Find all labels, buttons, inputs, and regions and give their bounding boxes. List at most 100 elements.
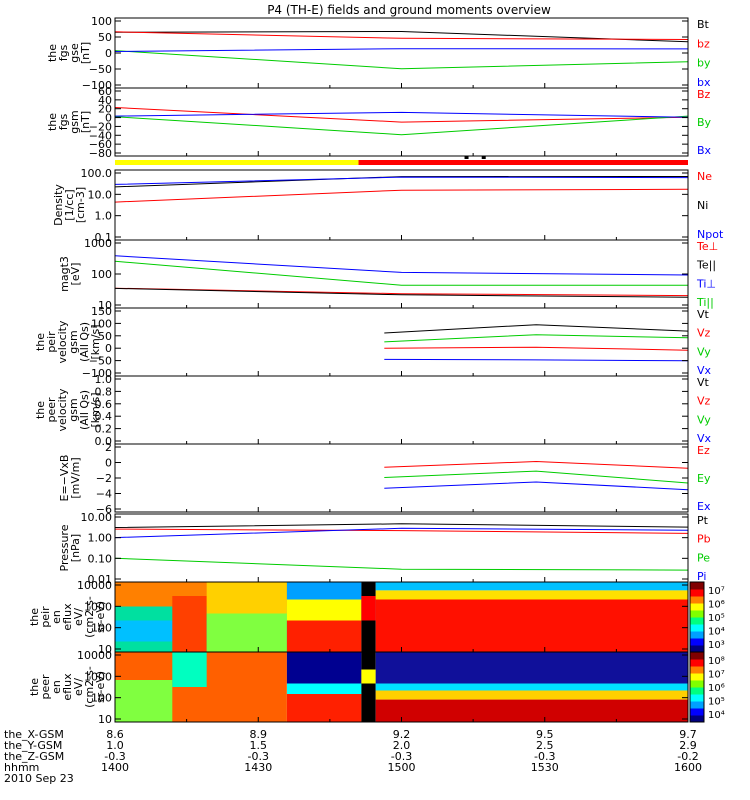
y-tick-label: 10.00 — [81, 511, 113, 524]
y-axis-label-line: gsm — [67, 398, 80, 421]
colorbar-segment — [690, 624, 704, 632]
y-axis-label-line: en — [50, 610, 63, 624]
y-axis-label-line: [1/cc] — [63, 189, 76, 220]
y-tick-label: 50 — [98, 330, 112, 343]
y-axis-label-line: (All Qs) — [78, 390, 91, 430]
y-tick-label: −50 — [89, 63, 112, 76]
y-axis-label-line: peir — [45, 331, 58, 353]
y-axis-label-line: peer — [39, 674, 52, 700]
colorbar-label: 10⁴ — [708, 627, 725, 638]
series-vt — [384, 324, 689, 334]
ephemeris-value: 1400 — [101, 761, 129, 774]
colorbar-label: 10⁶ — [708, 683, 725, 694]
status-mark — [481, 156, 486, 159]
series-vx — [384, 358, 689, 362]
legend-entry: Vz — [697, 327, 711, 340]
y-tick-label: −6 — [96, 503, 112, 516]
colorbar-segment — [690, 659, 704, 667]
ephemeris-value: 2.9 — [679, 739, 697, 752]
spectrogram-cell — [375, 652, 688, 684]
series-ti-perp — [114, 255, 689, 276]
y-tick-label: 10 — [98, 643, 112, 656]
y-axis-label-line: eflux — [61, 673, 74, 701]
legend-entry: Vt — [697, 376, 710, 389]
y-tick-label: −40 — [89, 129, 112, 142]
y-tick-label: −60 — [89, 138, 112, 151]
panel-peer_vel: 1.00.80.60.40.20.0 thepeervelocitygsm(All… — [34, 373, 712, 448]
y-axis-label-line: the — [34, 401, 47, 419]
spectrogram-cell — [286, 652, 362, 684]
y-axis-label-line: gse — [68, 43, 81, 63]
legend-entry: Ti|| — [696, 296, 714, 309]
colorbar-segment — [690, 680, 704, 688]
legend-entry: Vx — [697, 432, 712, 445]
y-tick-label: 2 — [105, 441, 112, 454]
y-tick-label: 100 — [91, 15, 112, 28]
y-axis-label-line: sr-eV) — [94, 671, 107, 703]
spectrogram-cell — [361, 669, 376, 684]
spectrogram-cell — [286, 694, 362, 722]
legend-entry: Bt — [697, 18, 710, 31]
legend-entry: Vy — [697, 345, 711, 358]
y-axis-label-line: [km/s] — [89, 392, 102, 427]
ephemeris-value: 1.0 — [106, 739, 124, 752]
ephemeris-value: -0.3 — [248, 750, 269, 763]
y-axis-label-line: the — [46, 113, 59, 131]
y-tick-label: 60 — [98, 85, 112, 98]
ephemeris-row-label: the_Z-GSM — [4, 750, 64, 763]
series-ni — [114, 176, 689, 188]
y-axis-label-line: [mV/m] — [69, 457, 82, 498]
y-tick-label: 0 — [105, 342, 112, 355]
colorbar-segment — [690, 687, 704, 695]
status-mark — [464, 156, 469, 159]
ephemeris-value: 2.5 — [536, 739, 554, 752]
y-axis-label: Pressure[nPa] — [58, 524, 82, 571]
y-axis-label-line: magt3 — [58, 256, 71, 292]
legend-entry: Npot — [697, 228, 724, 241]
legend-entry: Vz — [697, 395, 711, 408]
y-tick-label: 10 — [98, 713, 112, 726]
y-tick-label: −100 — [82, 367, 112, 380]
y-axis-label-line: fgs — [57, 44, 70, 61]
panel-frame — [114, 17, 689, 89]
series-bz — [114, 31, 689, 40]
spectrogram-cell — [375, 699, 688, 722]
legend-entry: Vx — [697, 364, 712, 377]
y-axis-label-line: en — [50, 680, 63, 694]
ephemeris-row-label: hhmm — [4, 761, 39, 774]
ephemeris-value: -0.3 — [391, 750, 412, 763]
legend-entry: Ez — [697, 444, 710, 457]
colorbar-segment — [690, 673, 704, 681]
y-tick-label: 0.8 — [95, 385, 113, 398]
legend-entry: Pe — [697, 551, 710, 564]
colorbar-segment — [690, 701, 704, 709]
series-ex — [384, 481, 689, 491]
y-axis-label-line: eV/ — [72, 608, 85, 626]
y-tick-label: 1000 — [84, 670, 112, 683]
ephemeris-value: 1500 — [388, 761, 416, 774]
colorbar-segment — [690, 694, 704, 702]
series-bx-gsm — [114, 111, 689, 118]
series-bx — [114, 48, 689, 52]
colorbar-segment — [690, 589, 704, 597]
colorbar-label: 10⁷ — [708, 670, 725, 681]
y-axis-label-line: [km/s] — [89, 324, 102, 359]
y-tick-label: 0.01 — [88, 573, 113, 586]
y-tick-label: 1000 — [84, 600, 112, 613]
y-axis-label: thepeerenefluxeV/(cm2-s-sr-eV) — [28, 666, 107, 708]
y-tick-label: 10000 — [77, 579, 112, 592]
series-pb — [114, 528, 689, 534]
legend-entry: By — [697, 116, 712, 129]
spectrogram-cell — [172, 652, 207, 687]
chart-title: P4 (TH-E) fields and ground moments over… — [267, 3, 551, 17]
y-axis-label-line: the — [28, 608, 41, 626]
y-tick-label: 1.0 — [95, 373, 113, 386]
y-tick-label: 0.6 — [95, 398, 113, 411]
ephemeris-value: 1600 — [674, 761, 702, 774]
y-tick-label: 20 — [98, 103, 112, 116]
ephemeris-value: 1530 — [531, 761, 559, 774]
y-tick-label: 1.00 — [88, 532, 113, 545]
legend-entry: Ex — [697, 500, 711, 513]
